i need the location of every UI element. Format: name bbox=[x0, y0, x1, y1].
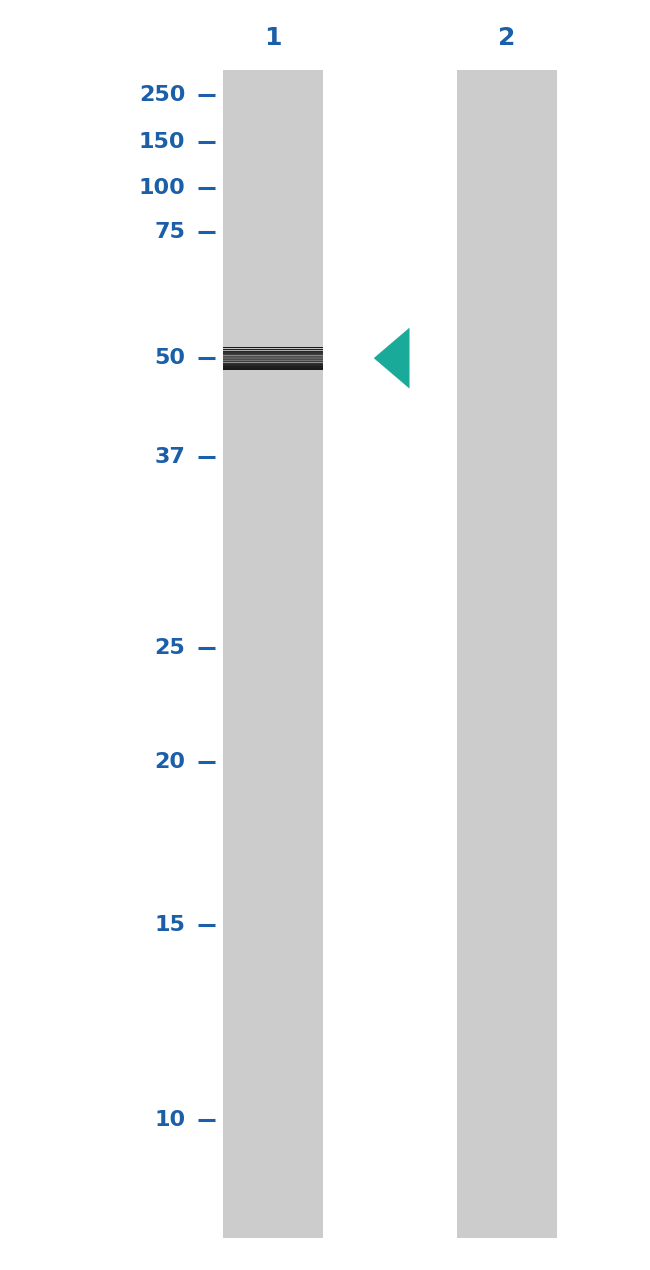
Bar bbox=[222, 366, 323, 368]
Text: 2: 2 bbox=[499, 27, 515, 50]
Text: 10: 10 bbox=[154, 1110, 185, 1130]
Bar bbox=[222, 348, 323, 351]
Text: 50: 50 bbox=[154, 348, 185, 368]
Text: 20: 20 bbox=[154, 752, 185, 772]
Bar bbox=[222, 347, 323, 348]
Bar bbox=[222, 352, 323, 354]
Text: 100: 100 bbox=[138, 178, 185, 198]
Bar bbox=[222, 368, 323, 370]
Bar bbox=[222, 362, 323, 363]
Bar bbox=[222, 351, 323, 352]
Text: 75: 75 bbox=[154, 222, 185, 243]
Bar bbox=[222, 364, 323, 366]
Text: 25: 25 bbox=[155, 638, 185, 658]
Text: 250: 250 bbox=[139, 85, 185, 105]
Bar bbox=[456, 70, 558, 1238]
Bar bbox=[222, 354, 323, 356]
Bar bbox=[222, 361, 323, 362]
Text: 37: 37 bbox=[154, 447, 185, 467]
Bar bbox=[222, 347, 323, 370]
Text: 1: 1 bbox=[265, 27, 281, 50]
Text: 15: 15 bbox=[154, 914, 185, 935]
Text: 150: 150 bbox=[138, 132, 185, 152]
Bar bbox=[222, 70, 323, 1238]
FancyArrow shape bbox=[374, 328, 410, 389]
